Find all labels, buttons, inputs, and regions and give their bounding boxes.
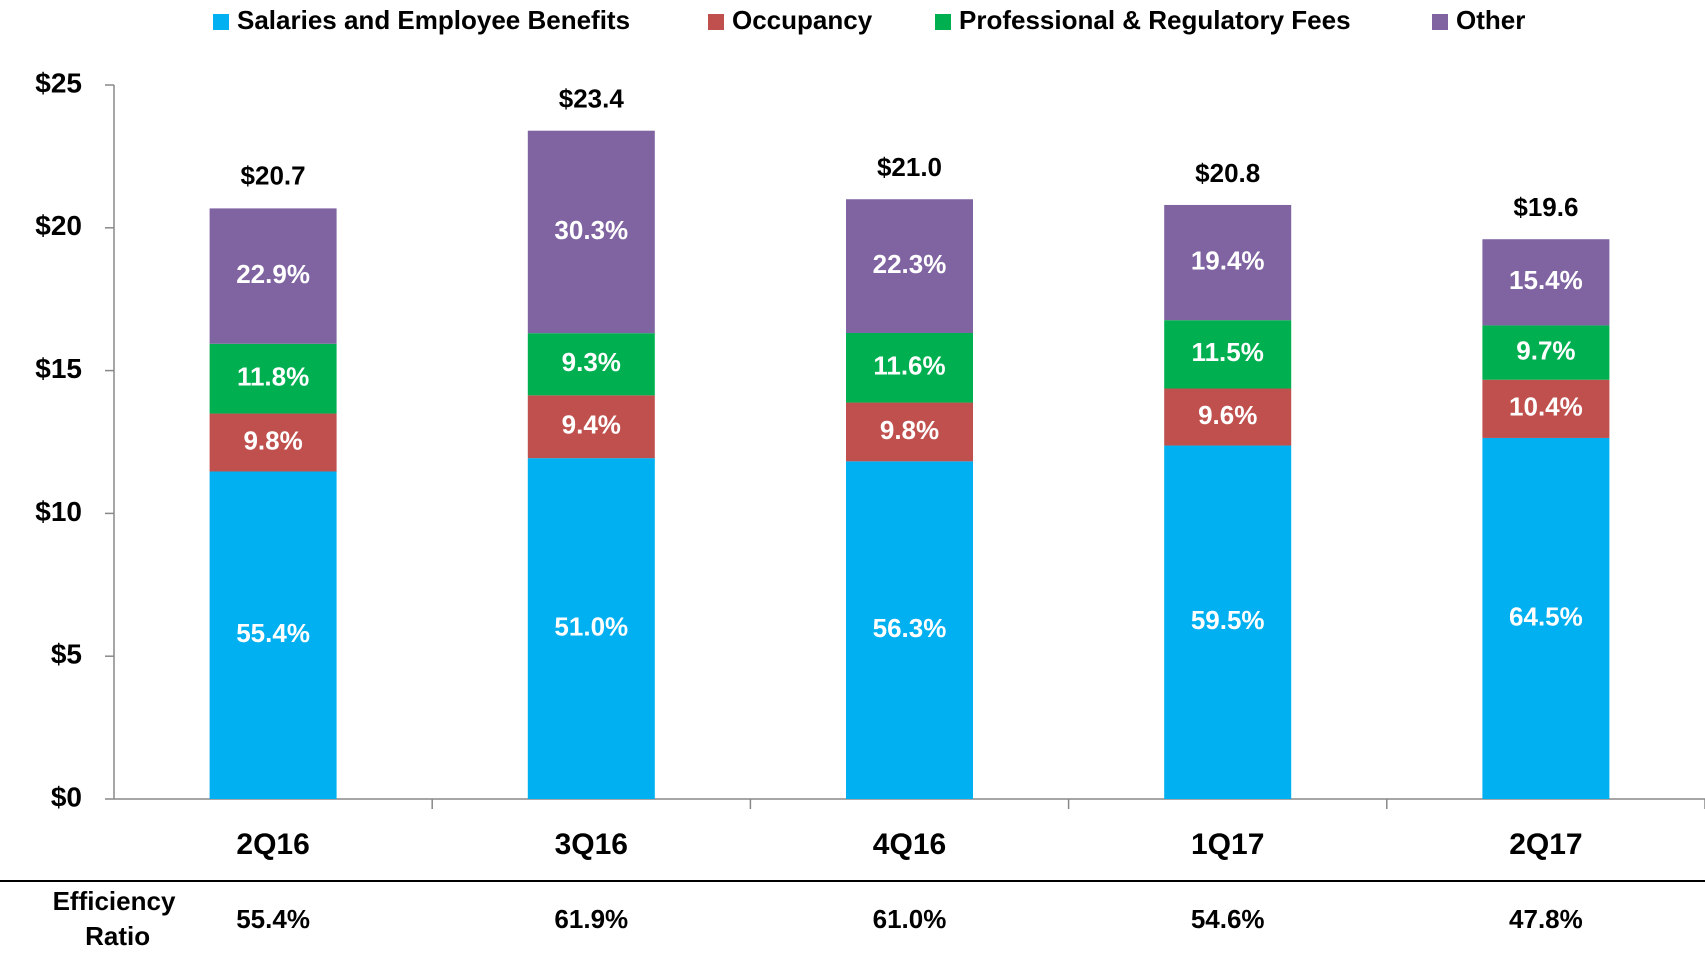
- bar-segment: [527, 458, 655, 799]
- segment-label: 9.4%: [562, 410, 621, 440]
- bar-segment: [209, 471, 337, 799]
- y-tick-label: $15: [35, 353, 82, 384]
- segment-label: 59.5%: [1191, 605, 1265, 635]
- bar-segment: [527, 130, 655, 334]
- legend-label: Occupancy: [732, 5, 873, 35]
- segment-label: 64.5%: [1509, 601, 1583, 631]
- bar-segment: [209, 343, 337, 414]
- legend-label: Professional & Regulatory Fees: [959, 5, 1351, 35]
- segment-label: 11.6%: [873, 351, 945, 381]
- x-tick-label: 4Q16: [873, 828, 946, 861]
- total-label: $20.8: [1195, 158, 1260, 188]
- legend-swatch: [708, 14, 724, 30]
- total-label: $19.6: [1513, 192, 1578, 222]
- bar-segment: [846, 461, 973, 799]
- segment-label: 22.3%: [873, 249, 947, 279]
- segment-label: 9.3%: [562, 347, 621, 377]
- bar-segment: [527, 395, 655, 459]
- segment-label: 9.6%: [1198, 400, 1257, 430]
- segment-label: 9.8%: [243, 425, 302, 455]
- x-tick-label: 3Q16: [555, 828, 628, 861]
- bar-segment: [846, 199, 973, 333]
- efficiency-value: 61.9%: [554, 904, 628, 934]
- bar-segment: [527, 333, 655, 396]
- x-tick-label: 1Q17: [1191, 828, 1264, 861]
- x-tick-label: 2Q17: [1509, 828, 1582, 861]
- segment-label: 51.0%: [554, 611, 628, 641]
- total-label: $20.7: [241, 161, 306, 191]
- bar-segment: [846, 402, 973, 462]
- efficiency-value: 54.6%: [1191, 904, 1265, 934]
- bar-segment: [209, 208, 337, 344]
- segment-label: 9.8%: [880, 415, 939, 445]
- y-tick-label: $25: [35, 67, 82, 98]
- segment-label: 55.4%: [236, 618, 310, 648]
- bar-segment: [1164, 320, 1292, 389]
- segment-label: 9.7%: [1516, 335, 1575, 365]
- x-tick-label: 2Q16: [236, 828, 309, 861]
- bar-segment: [1164, 388, 1292, 446]
- total-label: $23.4: [559, 84, 625, 114]
- bar-segment: [846, 332, 973, 403]
- bar-segment: [1482, 239, 1610, 326]
- legend-swatch: [1432, 14, 1448, 30]
- y-tick-label: $10: [35, 496, 82, 527]
- efficiency-value: 55.4%: [236, 904, 310, 934]
- bar-segment: [1164, 445, 1292, 799]
- bar-segment: [1482, 325, 1610, 380]
- segment-label: 19.4%: [1191, 245, 1265, 275]
- y-tick-label: $5: [51, 639, 82, 670]
- bar-segment: [1164, 204, 1292, 321]
- segment-label: 15.4%: [1509, 265, 1583, 295]
- segment-label: 22.9%: [236, 259, 310, 289]
- y-tick-label: $0: [51, 781, 82, 812]
- total-label: $21.0: [877, 152, 942, 182]
- bar-segment: [1482, 437, 1610, 799]
- segment-label: 56.3%: [873, 613, 947, 643]
- efficiency-label: Efficiency Ratio: [53, 886, 176, 951]
- efficiency-value: 61.0%: [873, 904, 947, 934]
- legend-label: Salaries and Employee Benefits: [237, 5, 630, 35]
- segment-label: 11.8%: [237, 362, 309, 392]
- bar-segment: [1482, 379, 1610, 438]
- efficiency-value: 47.8%: [1509, 904, 1583, 934]
- legend-swatch: [935, 14, 951, 30]
- segment-label: 10.4%: [1509, 392, 1583, 422]
- legend-label: Other: [1456, 5, 1525, 35]
- bar-segment: [209, 413, 337, 472]
- segment-label: 30.3%: [554, 215, 628, 245]
- y-tick-label: $20: [35, 210, 82, 241]
- legend-swatch: [213, 14, 229, 30]
- segment-label: 11.5%: [1192, 337, 1264, 367]
